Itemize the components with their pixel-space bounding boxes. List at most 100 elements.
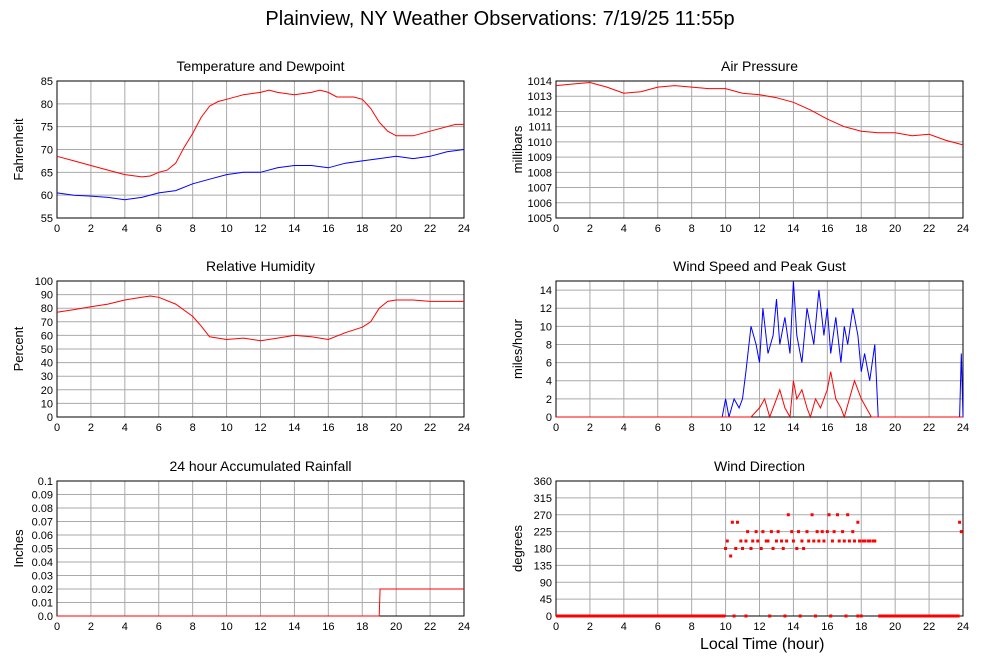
x-tick-label: 8 [689,223,695,235]
series-0-point [805,530,809,534]
series-0-point [851,530,855,534]
series-0-point [729,554,733,558]
series-0-point [759,547,763,550]
series-0-point [868,539,872,543]
series-0-point [859,614,863,618]
series-0-point [725,539,729,543]
y-tick-label: 1013 [528,91,552,103]
x-tick-label: 18 [855,422,867,434]
y-tick-label: 90 [41,290,53,302]
series-0-point [735,520,739,524]
plot-frame [555,480,964,617]
x-tick-label: 4 [621,422,627,434]
series-0-point [790,530,794,534]
y-tick-label: 75 [41,122,53,134]
series-0-point [776,530,780,534]
series-0-point [822,539,826,543]
y-tick-label: 55 [41,213,53,225]
y-tick-label: 0 [546,412,552,424]
x-tick-label: 24 [458,621,470,633]
x-tick-label: 16 [322,422,334,434]
x-tick-label: 24 [458,422,470,434]
plot-frame [555,80,964,219]
x-tick-label: 4 [621,223,627,235]
x-tick-label: 16 [322,621,334,633]
y-tick-label: 0.02 [32,584,53,596]
x-tick-label: 16 [821,422,833,434]
y-axis-label: miles/hour [510,318,525,379]
x-tick-label: 10 [719,422,731,434]
x-tick-label: 6 [655,422,661,434]
x-tick-label: 14 [288,422,300,434]
series-0-point [841,530,845,534]
series-1-line [556,371,963,419]
y-tick-label: 135 [534,560,552,572]
series-0-point [732,614,736,618]
y-tick-label: 80 [41,303,53,315]
series-0-point [785,539,789,543]
y-tick-label: 0.07 [32,517,53,529]
x-tick-label: 0 [54,223,60,235]
y-tick-label: 6 [546,358,552,370]
series-0-point [744,539,748,543]
series-0-point [863,539,867,543]
x-tick-label: 6 [156,621,162,633]
x-tick-label: 16 [821,223,833,235]
x-tick-label: 24 [957,422,969,434]
x-tick-label: 22 [923,422,935,434]
series-0-line [555,81,964,146]
y-tick-label: 1007 [528,183,552,195]
x-tick-label: 14 [288,621,300,633]
x-axis-title: Local Time (hour) [700,636,825,653]
x-tick-label: 22 [923,621,935,633]
series-0-point [764,539,768,543]
y-tick-label: 0 [546,611,552,623]
series-0-point [815,530,819,534]
x-tick-label: 22 [424,621,436,633]
series-0-point [791,539,795,543]
x-tick-label: 20 [889,621,901,633]
y-tick-label: 40 [41,358,53,370]
y-tick-label: 1005 [528,213,552,225]
x-tick-label: 4 [621,621,627,633]
x-tick-label: 8 [689,621,695,633]
series-0-point [959,530,963,534]
y-axis-label: Percent [11,326,26,371]
x-tick-label: 20 [390,621,402,633]
series-0-line [556,280,964,418]
y-tick-label: 10 [540,321,552,333]
x-tick-label: 4 [122,223,128,235]
chart-title: Temperature and Dewpoint [176,58,344,74]
y-tick-label: 90 [540,577,552,589]
x-tick-label: 18 [356,223,368,235]
y-tick-label: 8 [546,339,552,351]
y-tick-label: 1014 [528,76,552,88]
x-tick-label: 22 [424,422,436,434]
series-0-point [741,547,745,550]
series-0-point [827,513,831,517]
y-tick-label: 0 [47,412,53,424]
x-tick-label: 18 [356,422,368,434]
y-axis-label: Inches [11,529,26,568]
series-0-point [774,539,778,543]
series-0-line [56,295,464,342]
y-tick-label: 30 [41,371,53,383]
chart-title: 24 hour Accumulated Rainfall [169,458,351,474]
x-tick-label: 12 [254,621,266,633]
x-tick-label: 2 [88,621,94,633]
y-tick-label: 60 [41,190,53,202]
x-tick-label: 22 [923,223,935,235]
x-tick-label: 12 [254,223,266,235]
x-tick-label: 12 [254,422,266,434]
x-tick-label: 8 [190,223,196,235]
y-tick-label: 65 [41,167,53,179]
series-0-point [744,614,748,618]
series-0-line [56,89,464,178]
y-tick-label: 270 [534,510,552,522]
x-tick-label: 12 [753,223,765,235]
series-0-point [746,530,750,534]
page-title: Plainview, NY Weather Observations: 7/19… [265,8,735,30]
